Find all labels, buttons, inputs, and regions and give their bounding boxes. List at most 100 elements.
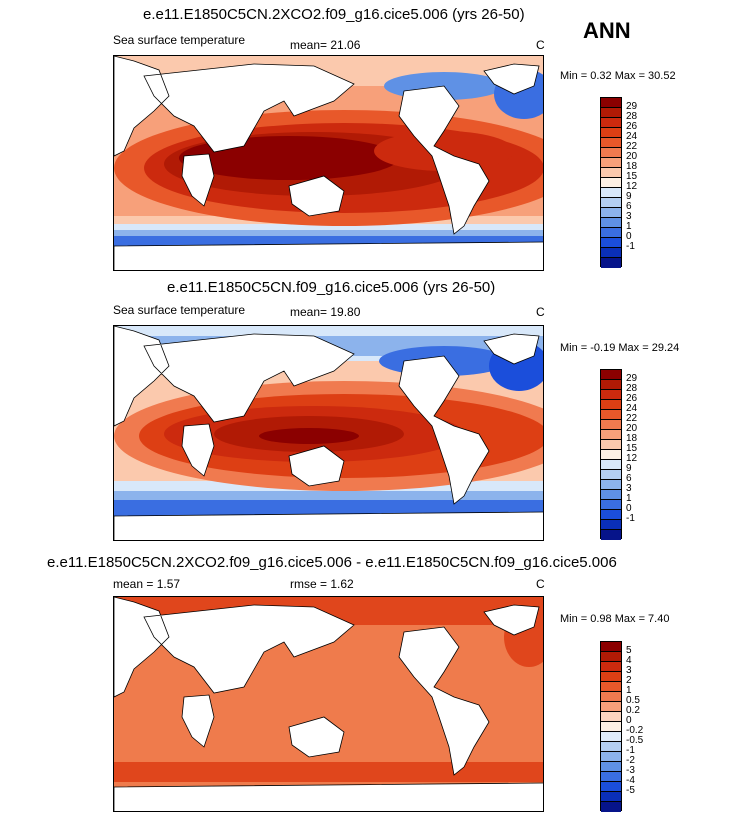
colorbar-swatch <box>601 702 621 712</box>
colorbar-tick-label: 20 <box>626 151 638 162</box>
colorbar-swatch <box>601 118 621 128</box>
colorbar-swatch <box>601 138 621 148</box>
panel3-minmax: Min = 0.98 Max = 7.40 <box>560 613 670 625</box>
colorbar-swatch <box>601 490 621 500</box>
colorbar-tick-label: -0.2 <box>626 725 644 736</box>
colorbar-swatch <box>601 792 621 802</box>
colorbar-tick-label: -1 <box>626 241 635 252</box>
colorbar-swatch <box>601 238 621 248</box>
colorbar-swatch <box>601 188 621 198</box>
colorbar-swatch <box>601 128 621 138</box>
panel1-variable-label: Sea surface temperature <box>113 33 246 47</box>
panel1-sst-field <box>114 56 543 270</box>
colorbar-tick-label: -3 <box>626 765 635 776</box>
colorbar-swatch <box>601 440 621 450</box>
colorbar-tick-label: 3 <box>626 483 632 494</box>
colorbar-swatch <box>601 248 621 258</box>
colorbar-swatch <box>601 802 621 812</box>
colorbar-tick-label: 5 <box>626 645 632 656</box>
panel3-mean: mean = 1.57 <box>113 577 181 591</box>
colorbar-tick-label: 1 <box>626 221 632 232</box>
colorbar-tick-label: 28 <box>626 111 638 122</box>
colorbar-swatch <box>601 520 621 530</box>
colorbar-tick-label: 6 <box>626 473 632 484</box>
panel2-minmax: Min = -0.19 Max = 29.24 <box>560 342 680 354</box>
panel2-title: e.e11.E1850C5CN.f09_g16.cice5.006 (yrs 2… <box>167 279 496 296</box>
colorbar-swatch <box>601 682 621 692</box>
colorbar-tick-label: 0.5 <box>626 695 640 706</box>
colorbar-tick-label: 20 <box>626 423 638 434</box>
colorbar-tick-label: 1 <box>626 493 632 504</box>
colorbar-tick-label: 3 <box>626 211 632 222</box>
colorbar-tick-label: 28 <box>626 383 638 394</box>
colorbar-tick-label: 15 <box>626 171 638 182</box>
colorbar-tick-label: 22 <box>626 141 638 152</box>
panel2-variable-label: Sea surface temperature <box>113 303 246 317</box>
colorbar-swatch <box>601 692 621 702</box>
colorbar-tick-label: -2 <box>626 755 635 766</box>
colorbar-tick-label: 2 <box>626 675 632 686</box>
colorbar-swatch <box>601 742 621 752</box>
panel3-sst-difference-field <box>114 597 543 811</box>
colorbar-swatch <box>601 208 621 218</box>
colorbar-swatch <box>601 168 621 178</box>
colorbar-swatch <box>601 370 621 380</box>
colorbar-swatch <box>601 450 621 460</box>
panel2-units: C <box>536 305 545 319</box>
panel1-colorbar <box>600 97 622 268</box>
colorbar-swatch <box>601 228 621 238</box>
colorbar-tick-label: -1 <box>626 513 635 524</box>
colorbar-tick-label: 26 <box>626 393 638 404</box>
panel1-minmax: Min = 0.32 Max = 30.52 <box>560 70 676 82</box>
colorbar-swatch <box>601 752 621 762</box>
panel3-units: C <box>536 577 545 591</box>
panel1-mean: mean= 21.06 <box>290 38 361 52</box>
colorbar-swatch <box>601 500 621 510</box>
colorbar-swatch <box>601 480 621 490</box>
colorbar-swatch <box>601 470 621 480</box>
colorbar-swatch <box>601 410 621 420</box>
panel1-map <box>113 55 544 271</box>
colorbar-swatch <box>601 642 621 652</box>
colorbar-swatch <box>601 148 621 158</box>
colorbar-swatch <box>601 782 621 792</box>
colorbar-swatch <box>601 722 621 732</box>
colorbar-tick-label: 18 <box>626 161 638 172</box>
panel2-land <box>114 326 543 540</box>
colorbar-tick-label: 29 <box>626 101 638 112</box>
panel3-title: e.e11.E1850C5CN.2XCO2.f09_g16.cice5.006 … <box>47 554 617 571</box>
colorbar-tick-label: 15 <box>626 443 638 454</box>
colorbar-tick-label: 9 <box>626 191 632 202</box>
colorbar-tick-label: -0.5 <box>626 735 644 746</box>
colorbar-tick-label: 24 <box>626 131 638 142</box>
colorbar-swatch <box>601 390 621 400</box>
colorbar-swatch <box>601 258 621 268</box>
colorbar-tick-label: 4 <box>626 655 632 666</box>
colorbar-tick-label: 0 <box>626 715 632 726</box>
colorbar-swatch <box>601 198 621 208</box>
panel3-land <box>114 597 543 811</box>
colorbar-swatch <box>601 178 621 188</box>
colorbar-swatch <box>601 510 621 520</box>
colorbar-swatch <box>601 420 621 430</box>
panel1-units: C <box>536 38 545 52</box>
colorbar-swatch <box>601 772 621 782</box>
colorbar-swatch <box>601 98 621 108</box>
panel2-sst-field <box>114 326 543 540</box>
panel1-land <box>114 56 543 270</box>
colorbar-swatch <box>601 662 621 672</box>
colorbar-swatch <box>601 460 621 470</box>
colorbar-tick-label: 1 <box>626 685 632 696</box>
panel3-colorbar <box>600 641 622 812</box>
colorbar-swatch <box>601 158 621 168</box>
colorbar-tick-label: -4 <box>626 775 635 786</box>
colorbar-tick-label: 29 <box>626 373 638 384</box>
colorbar-swatch <box>601 652 621 662</box>
colorbar-swatch <box>601 430 621 440</box>
season-label: ANN <box>583 18 631 43</box>
colorbar-swatch <box>601 672 621 682</box>
colorbar-swatch <box>601 530 621 540</box>
colorbar-tick-label: -5 <box>626 785 635 796</box>
colorbar-tick-label: 3 <box>626 665 632 676</box>
colorbar-swatch <box>601 380 621 390</box>
